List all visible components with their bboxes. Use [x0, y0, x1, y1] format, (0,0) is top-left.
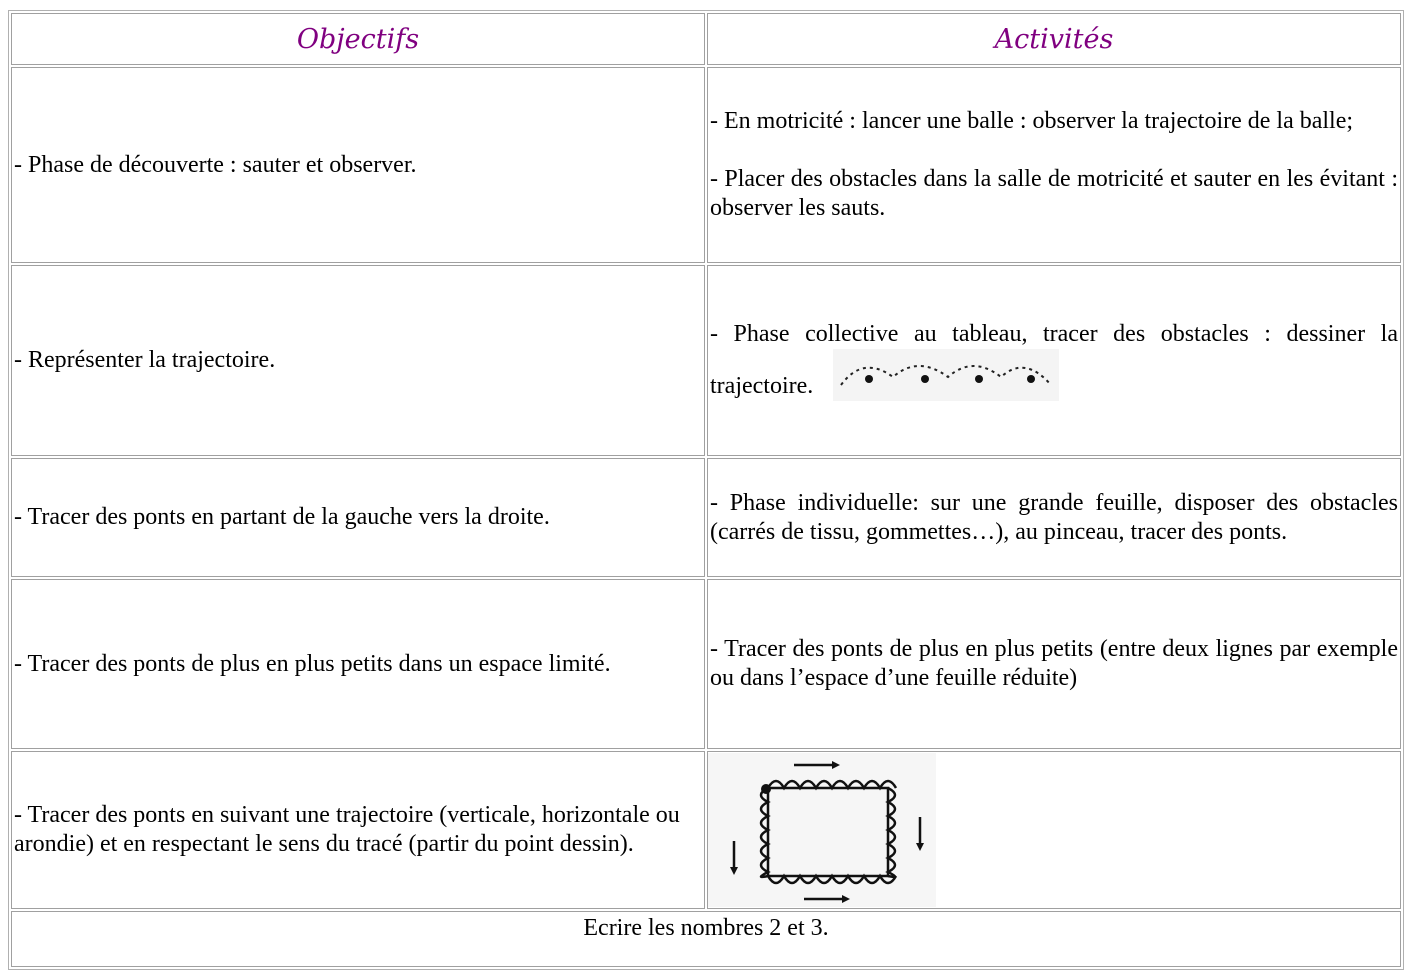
activity-cell	[707, 751, 1401, 909]
row: - Tracer des ponts de plus en plus petit…	[11, 579, 1401, 749]
activity-text: - Placer des obstacles dans la salle de …	[710, 166, 1398, 221]
objective-cell: - Tracer des ponts en suivant une trajec…	[11, 751, 705, 909]
trajectory-image	[833, 349, 1060, 401]
row: Ecrire les nombres 2 et 3.	[11, 911, 1401, 967]
activity-cell: - Phase individuelle: sur une grande feu…	[707, 458, 1401, 577]
row: - Représenter la trajectoire. - Phase co…	[11, 265, 1401, 456]
row: - Tracer des ponts en partant de la gauc…	[11, 458, 1401, 577]
header-cell: Objectifs	[11, 13, 705, 65]
row: - Tracer des ponts en suivant une trajec…	[11, 751, 1401, 909]
bridges-image	[708, 753, 936, 907]
objective-cell: - Représenter la trajectoire.	[11, 265, 705, 456]
activity-text: - En motricité : lancer une balle : obse…	[710, 108, 1354, 134]
objective-cell: - Tracer des ponts en partant de la gauc…	[11, 458, 705, 577]
activity-text: - Phase collective au tableau, tracer de…	[710, 320, 1398, 401]
row: - Phase de découverte : sauter et observ…	[11, 67, 1401, 263]
footer-cell: Ecrire les nombres 2 et 3.	[11, 911, 1401, 967]
objective-cell: - Phase de découverte : sauter et observ…	[11, 67, 705, 263]
activity-text: - Phase individuelle: sur une grande feu…	[710, 489, 1398, 545]
activity-cell: - Tracer des ponts de plus en plus petit…	[707, 579, 1401, 749]
activity-cell: - En motricité : lancer une balle : obse…	[707, 67, 1401, 263]
objective-cell: - Tracer des ponts de plus en plus petit…	[11, 579, 705, 749]
header-cell: Activités	[707, 13, 1401, 65]
header-row: Objectifs Activités	[11, 13, 1401, 65]
activity-text: - Phase collective au tableau, tracer de…	[710, 321, 1398, 399]
activity-cell: - Phase collective au tableau, tracer de…	[707, 265, 1401, 456]
activity-text: - Tracer des ponts de plus en plus petit…	[710, 636, 1398, 691]
lesson-table: Objectifs Activités - Phase de découvert…	[8, 10, 1404, 970]
